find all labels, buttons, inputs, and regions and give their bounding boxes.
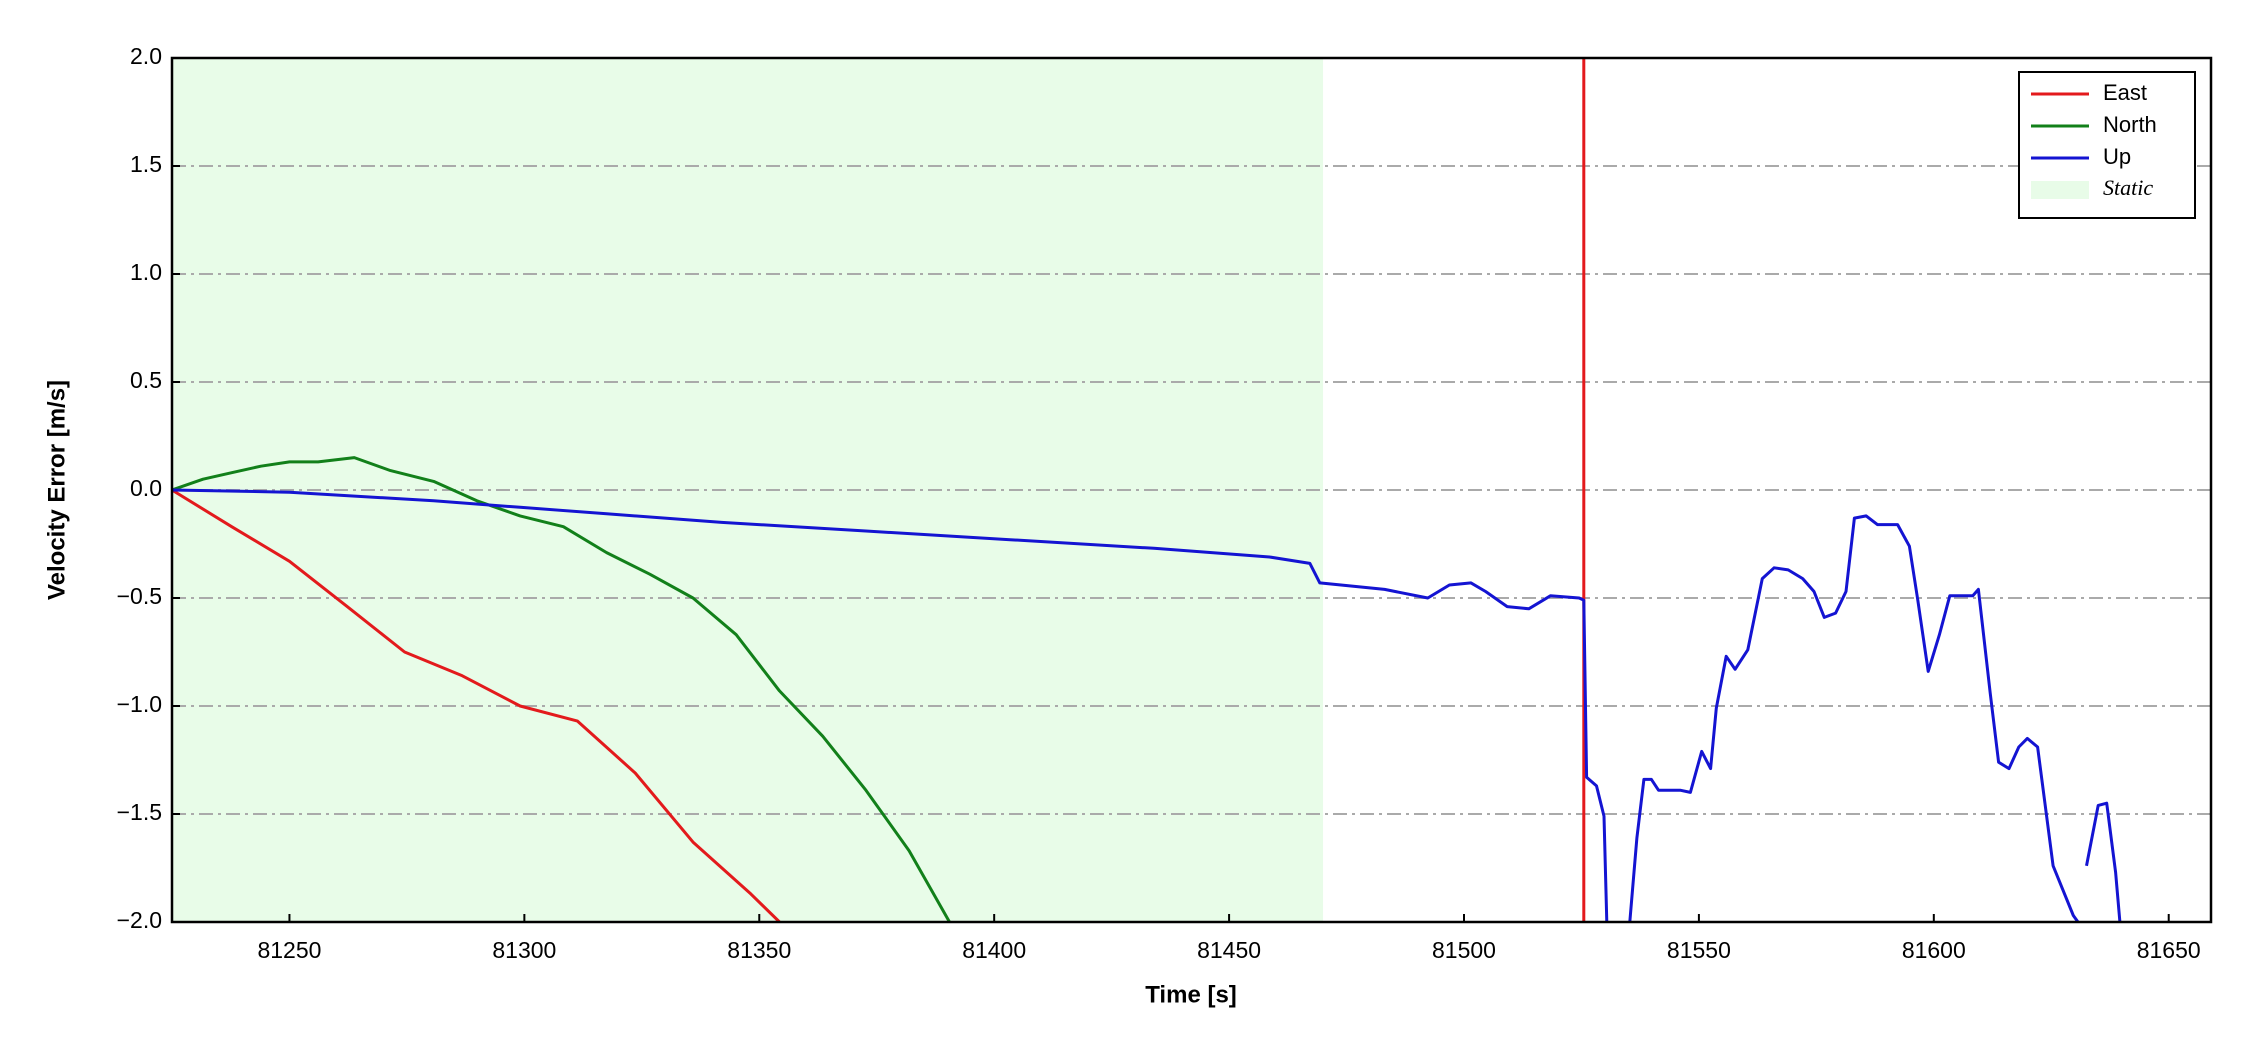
x-tick-label: 81450 — [1197, 937, 1261, 963]
x-axis-label: Time [s] — [1145, 981, 1237, 1008]
legend-label: East — [2103, 80, 2147, 105]
x-tick-label: 81650 — [2137, 937, 2201, 963]
y-tick-label: 1.0 — [130, 259, 162, 285]
x-tick-label: 81300 — [492, 937, 556, 963]
y-tick-label: 0.5 — [130, 367, 162, 393]
series-line — [172, 58, 1586, 922]
x-tick-label: 81600 — [1902, 937, 1966, 963]
legend-label: Static — [2103, 175, 2153, 200]
y-tick-label: 0.0 — [130, 475, 162, 501]
legend-swatch — [2031, 181, 2089, 199]
y-tick-label: 2.0 — [130, 43, 162, 69]
x-tick-label: 81500 — [1432, 937, 1496, 963]
legend-label: Up — [2103, 144, 2131, 169]
legend: East North Up Static — [2018, 71, 2196, 219]
x-tick-label: 81550 — [1667, 937, 1731, 963]
series-line — [172, 488, 2122, 922]
y-tick-label: −0.5 — [117, 583, 162, 609]
plot-frame — [170, 56, 2213, 924]
y-axis-label: Velocity Error [m/s] — [43, 380, 70, 600]
x-tick-label: 81350 — [727, 937, 791, 963]
x-tick-label: 81400 — [962, 937, 1026, 963]
y-tick-label: −1.5 — [117, 799, 162, 825]
legend-label: North — [2103, 112, 2157, 137]
y-tick-label: −2.0 — [117, 907, 162, 933]
x-tick-label: 81250 — [257, 937, 321, 963]
y-tick-label: −1.0 — [117, 691, 162, 717]
y-tick-label: 1.5 — [130, 151, 162, 177]
series-line — [172, 456, 951, 922]
